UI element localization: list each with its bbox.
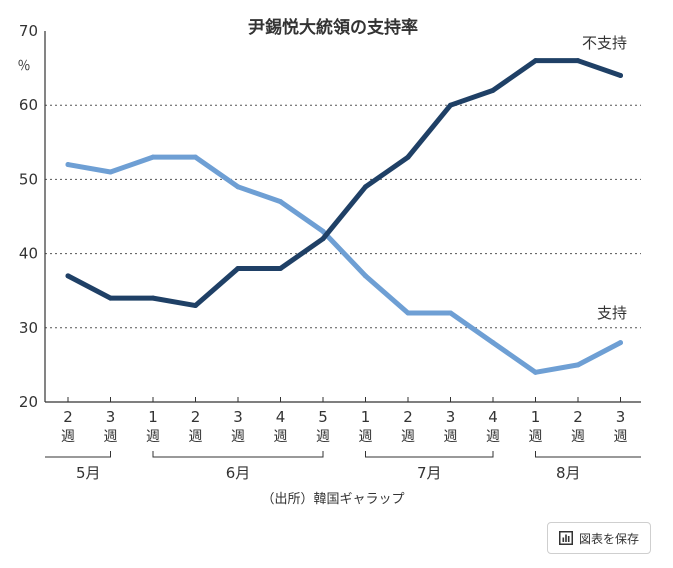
x-tick-label: 3 bbox=[616, 408, 626, 426]
data-point-disapprove bbox=[150, 295, 156, 301]
bar-chart-icon bbox=[558, 531, 573, 545]
x-tick-label: 5 bbox=[318, 408, 328, 426]
data-point-approve bbox=[405, 310, 411, 316]
y-tick-label: 50 bbox=[19, 170, 38, 188]
x-tick-label: 2 bbox=[403, 408, 413, 426]
data-point-approve bbox=[490, 340, 496, 346]
x-tick-unit: 週 bbox=[146, 429, 160, 445]
month-label: 8月 bbox=[556, 464, 581, 482]
x-tick-label: 3 bbox=[446, 408, 456, 426]
grid bbox=[45, 104, 641, 329]
month-label: 6月 bbox=[226, 464, 251, 482]
month-label: 5月 bbox=[76, 464, 101, 482]
series-line-disapprove bbox=[65, 58, 623, 309]
x-tick-unit: 週 bbox=[359, 429, 373, 445]
x-tick-unit: 週 bbox=[401, 429, 415, 445]
data-point-disapprove bbox=[618, 73, 623, 79]
month-label: 7月 bbox=[417, 464, 442, 482]
data-point-approve bbox=[533, 369, 538, 375]
series-lines bbox=[65, 58, 623, 375]
month-bracket bbox=[152, 451, 324, 458]
series-label-disapprove: 不支持 bbox=[582, 34, 627, 52]
y-axis: 20 30 40 50 60 70 bbox=[19, 22, 46, 411]
source-note: （出所）韓国ギャラップ bbox=[261, 492, 404, 507]
month-bracket bbox=[45, 451, 111, 458]
data-point-approve bbox=[235, 184, 241, 190]
x-tick-label: 3 bbox=[233, 408, 243, 426]
month-groups: 5月 6月 7月 8月 bbox=[45, 451, 641, 482]
y-tick-label: 30 bbox=[19, 319, 38, 337]
data-point-approve bbox=[618, 340, 623, 346]
x-tick-unit: 週 bbox=[61, 429, 75, 445]
data-point-approve bbox=[363, 273, 368, 279]
chart-title: 尹錫悦大統領の支持率 bbox=[248, 17, 418, 38]
month-bracket bbox=[535, 451, 641, 458]
data-point-disapprove bbox=[193, 303, 198, 309]
data-point-disapprove bbox=[65, 273, 71, 279]
series-line-approve bbox=[65, 154, 623, 375]
x-tick-label: 4 bbox=[488, 408, 498, 426]
data-point-disapprove bbox=[448, 102, 453, 108]
data-point-disapprove bbox=[405, 154, 411, 160]
x-tick-label: 1 bbox=[531, 408, 541, 426]
data-point-approve bbox=[448, 310, 453, 316]
y-tick-label: 20 bbox=[19, 393, 38, 411]
data-point-disapprove bbox=[363, 184, 368, 190]
data-point-disapprove bbox=[533, 58, 538, 64]
save-button-label: 図表を保存 bbox=[578, 531, 639, 546]
data-point-approve bbox=[150, 154, 156, 160]
x-tick-unit: 週 bbox=[444, 429, 458, 445]
x-tick-unit: 週 bbox=[274, 429, 288, 445]
data-point-approve bbox=[320, 228, 326, 234]
x-tick-label: 3 bbox=[106, 408, 116, 426]
x-tick-label: 1 bbox=[361, 408, 371, 426]
x-tick-label: 1 bbox=[148, 408, 158, 426]
data-point-approve bbox=[193, 154, 198, 160]
data-point-disapprove bbox=[575, 58, 581, 64]
data-point-approve bbox=[65, 162, 71, 168]
x-tick-label: 2 bbox=[63, 408, 73, 426]
data-point-disapprove bbox=[235, 265, 241, 271]
data-point-disapprove bbox=[320, 236, 326, 242]
y-axis-unit: ％ bbox=[17, 59, 30, 74]
x-tick-unit: 週 bbox=[231, 429, 245, 445]
x-tick-unit: 週 bbox=[486, 429, 500, 445]
y-tick-label: 60 bbox=[19, 96, 38, 114]
x-tick-unit: 週 bbox=[614, 429, 628, 445]
data-point-approve bbox=[108, 169, 113, 175]
x-tick-unit: 週 bbox=[571, 429, 585, 445]
data-point-disapprove bbox=[278, 265, 283, 271]
x-tick-unit: 週 bbox=[104, 429, 118, 445]
y-tick-label: 70 bbox=[19, 22, 38, 40]
data-point-disapprove bbox=[108, 295, 113, 301]
x-tick-label: 4 bbox=[276, 408, 286, 426]
x-tick-unit: 週 bbox=[316, 429, 330, 445]
data-point-approve bbox=[278, 199, 283, 205]
data-point-approve bbox=[575, 362, 581, 368]
x-axis: 2 週 3 週 1 週 2 週 3 週 4 週 5 週 1 週 2 週 3 週 4 週 1 週 2 週 3 週 bbox=[45, 397, 641, 445]
data-point-disapprove bbox=[490, 87, 496, 93]
x-tick-label: 2 bbox=[573, 408, 583, 426]
save-chart-button[interactable]: 図表を保存 bbox=[547, 522, 651, 554]
series-label-approve: 支持 bbox=[597, 304, 627, 322]
y-tick-label: 40 bbox=[19, 245, 38, 263]
x-tick-label: 2 bbox=[191, 408, 201, 426]
x-tick-unit: 週 bbox=[529, 429, 543, 445]
x-tick-unit: 週 bbox=[189, 429, 203, 445]
month-bracket bbox=[365, 451, 494, 458]
